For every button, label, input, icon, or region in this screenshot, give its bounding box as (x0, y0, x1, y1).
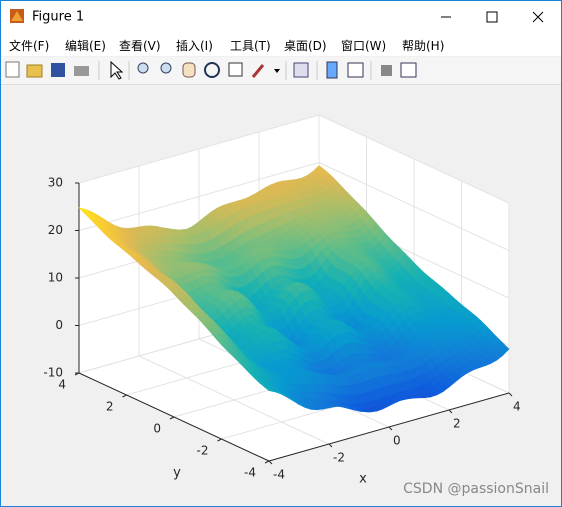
tick-mark (508, 392, 513, 397)
x-axis-label: x (359, 472, 367, 487)
grid-line (318, 162, 510, 251)
tick-mark (388, 426, 393, 431)
save-icon[interactable] (51, 63, 65, 77)
z-tick-label: 30 (48, 176, 63, 190)
rotate-icon[interactable] (204, 62, 220, 78)
datatip-icon[interactable] (228, 62, 243, 77)
link-icon[interactable] (293, 62, 309, 78)
close-button[interactable] (532, 11, 544, 23)
window-title: Figure 1 (32, 10, 84, 25)
y-tick-label: 2 (106, 400, 114, 414)
menu-item[interactable]: 窗口(W) (341, 39, 387, 53)
y-tick-label: -4 (244, 466, 256, 480)
menu-item[interactable]: 编辑(E) (65, 39, 106, 53)
tick-mark (268, 460, 273, 465)
tick-mark (122, 394, 127, 398)
menu-item[interactable]: 查看(V) (119, 39, 161, 53)
tick-mark (328, 443, 333, 448)
toolbar (1, 57, 561, 85)
tick-mark (169, 416, 175, 420)
tick-mark (74, 372, 80, 376)
z-tick-label: 0 (55, 318, 63, 332)
print-icon[interactable] (74, 66, 89, 76)
watermark: CSDN @passionSnail (403, 481, 549, 497)
toolbar-icons (5, 60, 417, 80)
title-bar: Figure 1 (1, 1, 561, 32)
zoom-out-icon[interactable] (160, 62, 172, 74)
x-tick-label: 0 (393, 434, 401, 448)
y-tick-label: 0 (153, 422, 161, 436)
x-tick-label: 4 (513, 400, 521, 414)
plot-area: -10 0 10 20 30 -4 -2 0 2 4 -4 -2 0 2 4 x y CSDN @passionS… (43, 114, 549, 497)
surface-patch (264, 386, 276, 393)
z-tick-label: -10 (43, 366, 63, 380)
maximize-button[interactable] (486, 11, 498, 23)
pan-icon[interactable] (182, 62, 196, 78)
tick-mark (448, 409, 453, 414)
menu-item[interactable]: 工具(T) (230, 39, 271, 53)
grid-line (318, 114, 510, 204)
menu-item[interactable]: 文件(F) (9, 39, 50, 53)
open-icon[interactable] (26, 64, 43, 78)
y-tick-label: -2 (197, 444, 209, 458)
z-tick-label: 20 (48, 223, 63, 237)
pointer-icon[interactable] (110, 60, 124, 80)
title-bar-graphics: Figure 1 (10, 9, 544, 25)
z-tick-label: 10 (48, 271, 63, 285)
tick-mark (264, 460, 270, 464)
dropdown-icon[interactable] (274, 69, 280, 73)
legend-icon[interactable] (347, 62, 364, 78)
grid-line (78, 114, 320, 184)
menu-bar: 文件(F) 编辑(E) 查看(V) 插入(I) 工具(T) 桌面(D) 窗口(W) 帮助(H) (1, 32, 561, 56)
app-icon-shape (11, 11, 23, 21)
x-tick-label: 2 (453, 417, 461, 431)
tick-mark (217, 438, 222, 442)
colorbar-icon[interactable] (326, 61, 338, 79)
x-tick-label: -4 (273, 468, 285, 482)
menu-item[interactable]: 帮助(H) (402, 39, 445, 53)
y-axis-label: y (173, 466, 181, 481)
new-icon[interactable] (5, 61, 20, 78)
x-tick-label: -2 (333, 451, 345, 465)
menu-item[interactable]: 插入(I) (176, 39, 213, 53)
menu-item[interactable]: 桌面(D) (284, 39, 327, 53)
grid-line (78, 162, 320, 231)
hide-tools-icon[interactable] (381, 65, 392, 76)
brush-icon[interactable] (251, 64, 265, 78)
surface (78, 165, 510, 413)
dock-icon[interactable] (400, 62, 417, 78)
zoom-in-icon[interactable] (137, 62, 149, 74)
y-tick-label: 4 (58, 378, 66, 392)
